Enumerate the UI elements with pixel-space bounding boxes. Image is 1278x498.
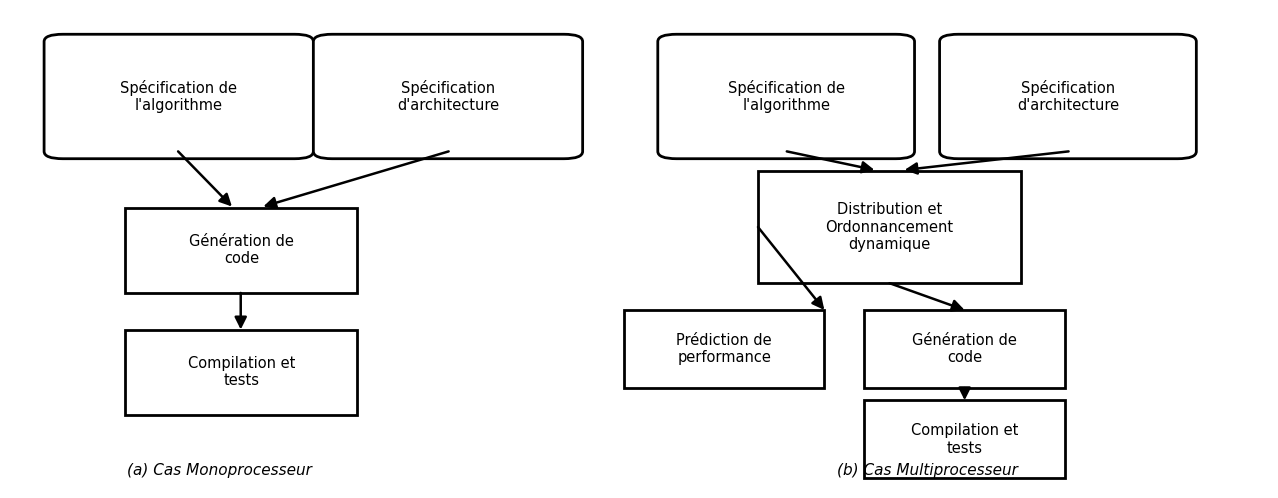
- Text: (a) Cas Monoprocesseur: (a) Cas Monoprocesseur: [127, 463, 312, 479]
- Text: Distribution et
Ordonnancement
dynamique: Distribution et Ordonnancement dynamique: [826, 202, 953, 252]
- Text: Spécification
d'architecture: Spécification d'architecture: [397, 80, 500, 113]
- Text: Prédiction de
performance: Prédiction de performance: [676, 333, 772, 365]
- Bar: [758, 171, 1021, 283]
- Text: Génération de
code: Génération de code: [912, 333, 1017, 365]
- Text: Compilation et
tests: Compilation et tests: [188, 356, 295, 388]
- Bar: [864, 400, 1065, 479]
- Bar: [864, 310, 1065, 388]
- FancyBboxPatch shape: [45, 34, 313, 159]
- Bar: [624, 310, 824, 388]
- Bar: [125, 330, 358, 415]
- Text: Spécification de
l'algorithme: Spécification de l'algorithme: [727, 80, 845, 113]
- Bar: [125, 208, 358, 293]
- Text: Compilation et
tests: Compilation et tests: [911, 423, 1019, 456]
- Text: Génération de
code: Génération de code: [189, 234, 294, 266]
- Text: Spécification de
l'algorithme: Spécification de l'algorithme: [120, 80, 238, 113]
- Text: Spécification
d'architecture: Spécification d'architecture: [1017, 80, 1120, 113]
- FancyBboxPatch shape: [658, 34, 915, 159]
- Text: (b) Cas Multiprocesseur: (b) Cas Multiprocesseur: [837, 463, 1017, 479]
- FancyBboxPatch shape: [313, 34, 583, 159]
- FancyBboxPatch shape: [939, 34, 1196, 159]
